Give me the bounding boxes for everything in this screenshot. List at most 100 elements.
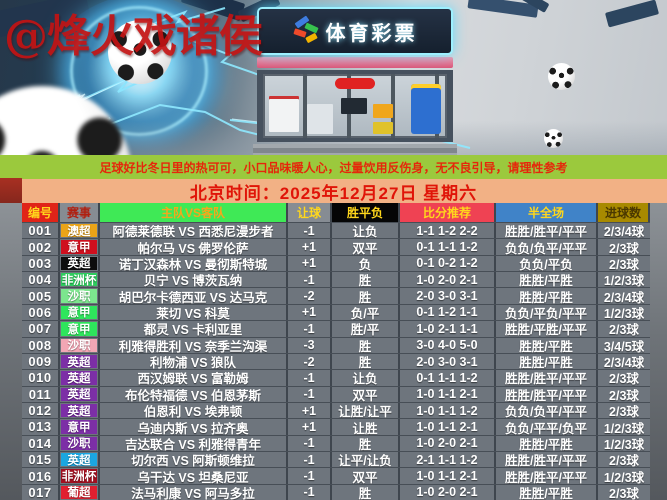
score-recommendation: 2-0 3-0 3-1 (400, 288, 496, 304)
league-cell: 英超 (60, 255, 100, 272)
handicap: -1 (288, 223, 332, 239)
score-recommendation: 2-1 1-1 1-2 (400, 452, 496, 468)
teams: 莱切 VS 科莫 (100, 304, 288, 321)
teams: 切尔西 VS 阿斯顿维拉 (100, 452, 288, 468)
left-edge-strip (0, 203, 22, 500)
goals-count: 2/3球 (609, 241, 639, 255)
win-draw-loss: 胜 (332, 272, 400, 288)
handicap: -1 (288, 370, 332, 386)
red-sign (335, 78, 375, 89)
handicap: -3 (288, 337, 332, 353)
league-badge: 葡超 (61, 485, 97, 499)
lottery-logo-icon (292, 15, 319, 44)
handicap: +1 (288, 304, 332, 321)
goals-count: 1/2/3球 (603, 421, 645, 435)
right-edge-strip (650, 203, 667, 500)
half-full-result: 胜胜/平胜 (496, 337, 598, 353)
goals-count: 2/3/4球 (603, 290, 645, 304)
league-cell: 意甲 (60, 239, 100, 255)
match-number: 013 (22, 419, 60, 435)
league-badge: 意甲 (61, 420, 97, 434)
goals-count: 2/3球 (609, 486, 639, 500)
table-row: 014 沙职 吉达联合 VS 利雅得青年 -1 胜 1-0 2-0 2-1 胜胜/平胜 1/2… (22, 434, 650, 452)
teams: 吉达联合 VS 利雅得青年 (100, 435, 288, 452)
table-row: 017 葡超 法马利康 VS 阿马多拉 -1 胜 1-0 2-0 2-1 胜胜/平胜 2/3球 (22, 483, 650, 500)
lottery-store: 体育彩票 (253, 7, 457, 155)
league-badge: 沙职 (61, 338, 97, 352)
half-full-result: 胜胜/平胜/平平 (496, 321, 598, 337)
score-recommendation: 1-0 1-1 1-2 (400, 402, 496, 419)
goals-count: 2/3球 (609, 372, 639, 386)
match-number: 010 (22, 370, 60, 386)
league-cell: 澳超 (60, 223, 100, 239)
handicap: +1 (288, 255, 332, 272)
score-recommendation: 3-0 4-0 5-0 (400, 337, 496, 353)
league-cell: 英超 (60, 452, 100, 468)
header-goals: 进球数 (598, 203, 650, 222)
league-cell: 沙职 (60, 435, 100, 452)
score-recommendation: 0-1 0-2 1-2 (400, 255, 496, 272)
hero-banner: 体育彩票 @烽火戏诸侯 (0, 0, 667, 155)
league-badge: 澳超 (61, 224, 97, 238)
league-cell: 葡超 (60, 484, 100, 500)
poster (373, 104, 393, 118)
soccer-ball-small (548, 63, 575, 90)
league-badge: 沙职 (61, 289, 97, 303)
handicap: +1 (288, 419, 332, 435)
league-cell: 英超 (60, 386, 100, 402)
header-half-full: 半全场 (496, 203, 598, 222)
match-number: 008 (22, 337, 60, 353)
win-draw-loss: 让平/让负 (332, 452, 400, 468)
teams: 乌迪内斯 VS 拉齐奥 (100, 419, 288, 435)
score-recommendation: 2-0 3-0 3-1 (400, 353, 496, 370)
table-row: 015 英超 切尔西 VS 阿斯顿维拉 -1 让平/让负 2-1 1-1 1-2 胜胜/胜平… (22, 451, 650, 468)
match-number: 009 (22, 353, 60, 370)
match-number: 005 (22, 288, 60, 304)
half-full-result: 负负/平负 (496, 255, 598, 272)
half-full-result: 胜胜/平胜 (496, 484, 598, 500)
header-teams: 主队VS客队 (100, 203, 288, 222)
league-cell: 英超 (60, 353, 100, 370)
score-recommendation: 1-0 2-0 2-1 (400, 435, 496, 452)
goals-count: 1/2/3球 (603, 470, 645, 484)
league-badge: 非洲杯 (61, 469, 97, 484)
score-recommendation: 1-0 1-1 2-1 (400, 386, 496, 402)
match-number: 011 (22, 386, 60, 402)
teams: 西汉姆联 VS 富勒姆 (100, 370, 288, 386)
teams: 利雅得胜利 VS 奈季兰沟渠 (100, 337, 288, 353)
teams: 阿德莱德联 VS 西悉尼漫步者 (100, 223, 288, 239)
league-badge: 英超 (61, 403, 97, 418)
goals-count: 2/3球 (609, 405, 639, 419)
watermark-text: @烽火戏诸侯 (4, 11, 263, 62)
store-steps (253, 144, 457, 155)
table-row: 003 英超 诺丁汉森林 VS 曼彻斯特城 +1 负 0-1 0-2 1-2 负负/平负 2/… (22, 254, 650, 272)
league-cell: 英超 (60, 370, 100, 386)
sign-stripe (257, 57, 453, 68)
half-full-result: 胜胜/平胜 (496, 272, 598, 288)
storefront-glass (263, 74, 447, 138)
handicap: -1 (288, 452, 332, 468)
poster (373, 122, 393, 134)
half-full-result: 胜胜/胜平/平平 (496, 452, 598, 468)
win-draw-loss: 胜 (332, 353, 400, 370)
handicap: -1 (288, 272, 332, 288)
match-number: 014 (22, 435, 60, 452)
handicap: -1 (288, 321, 332, 337)
table-row: 004 非洲杯 贝宁 VS 博茨瓦纳 -1 胜 1-0 2-0 2-1 胜胜/平胜 1/2/3… (22, 271, 650, 288)
win-draw-loss: 胜 (332, 288, 400, 304)
match-number: 017 (22, 484, 60, 500)
half-full-result: 胜胜/胜平/平平 (496, 370, 598, 386)
score-recommendation: 1-0 2-1 1-1 (400, 321, 496, 337)
teams: 贝宁 VS 博茨瓦纳 (100, 272, 288, 288)
win-draw-loss: 负/平 (332, 304, 400, 321)
soccer-ball (108, 20, 172, 84)
win-draw-loss: 负 (332, 255, 400, 272)
date-text: 北京时间：2025年12月27日 星期六 (189, 183, 478, 203)
win-draw-loss: 双平 (332, 386, 400, 402)
storefront (257, 70, 453, 142)
score-recommendation: 0-1 1-2 1-1 (400, 304, 496, 321)
table-body: 001 澳超 阿德莱德联 VS 西悉尼漫步者 -1 让负 1-1 1-2 2-2 胜胜/胜平… (22, 222, 650, 500)
poster (269, 96, 299, 132)
win-draw-loss: 让胜 (332, 419, 400, 435)
handicap: -1 (288, 435, 332, 452)
